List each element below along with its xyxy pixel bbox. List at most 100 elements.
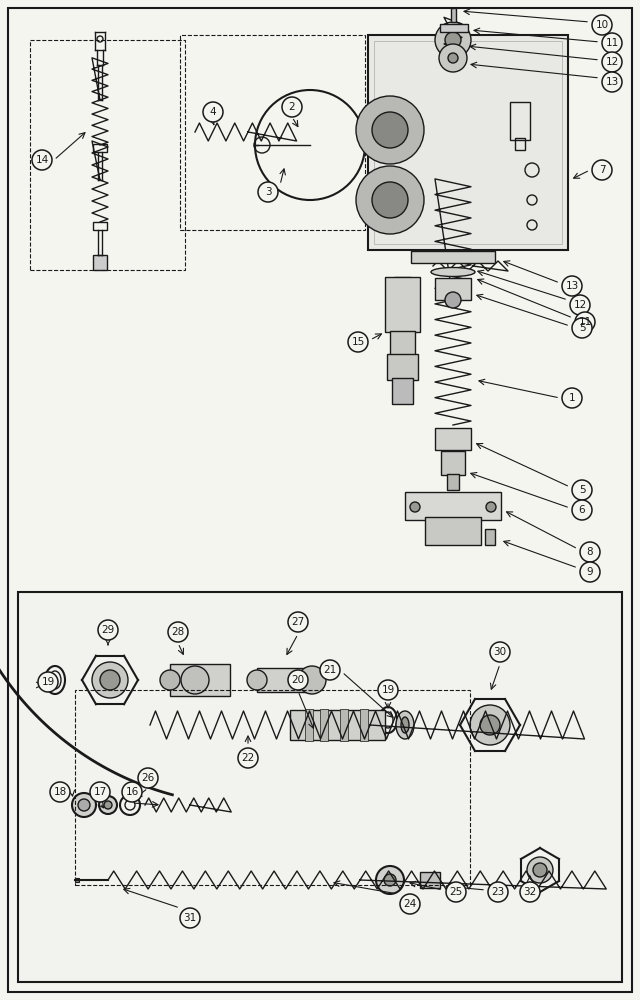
Bar: [390, 331, 415, 355]
Text: 14: 14: [35, 155, 49, 165]
Bar: [411, 251, 495, 263]
Bar: [387, 354, 418, 380]
Circle shape: [356, 166, 424, 234]
Circle shape: [356, 96, 424, 164]
Bar: [93, 255, 107, 270]
Bar: [447, 474, 459, 490]
Bar: [93, 222, 107, 230]
Bar: [374, 41, 562, 244]
Circle shape: [378, 680, 398, 700]
Circle shape: [572, 318, 592, 338]
Bar: [425, 517, 481, 545]
Circle shape: [470, 705, 510, 745]
Circle shape: [288, 670, 308, 690]
Bar: [515, 138, 525, 150]
Circle shape: [448, 53, 458, 63]
Circle shape: [570, 295, 590, 315]
Text: 11: 11: [579, 317, 591, 327]
Circle shape: [592, 15, 612, 35]
Bar: [30, 40, 185, 270]
Bar: [93, 144, 107, 152]
Bar: [320, 709, 328, 741]
Text: 6: 6: [579, 505, 586, 515]
Text: 12: 12: [605, 57, 619, 67]
Text: 15: 15: [351, 337, 365, 347]
Circle shape: [160, 670, 180, 690]
Circle shape: [99, 796, 117, 814]
Circle shape: [32, 150, 52, 170]
Circle shape: [445, 32, 461, 48]
Bar: [18, 592, 622, 982]
Circle shape: [372, 112, 408, 148]
Text: 31: 31: [184, 913, 196, 923]
Circle shape: [410, 502, 420, 512]
Text: 29: 29: [101, 625, 115, 635]
Bar: [392, 378, 413, 404]
Text: 19: 19: [42, 677, 54, 687]
Circle shape: [348, 332, 368, 352]
Text: 23: 23: [492, 887, 504, 897]
Circle shape: [602, 33, 622, 53]
Bar: [510, 102, 530, 140]
Circle shape: [562, 276, 582, 296]
Circle shape: [592, 160, 612, 180]
Bar: [170, 664, 230, 696]
Circle shape: [90, 782, 110, 802]
Circle shape: [490, 642, 510, 662]
Circle shape: [181, 666, 209, 694]
Bar: [441, 451, 465, 475]
Circle shape: [92, 662, 128, 698]
Circle shape: [376, 866, 404, 894]
Circle shape: [100, 670, 120, 690]
Circle shape: [527, 857, 553, 883]
Circle shape: [575, 312, 595, 332]
Text: 12: 12: [573, 300, 587, 310]
Bar: [435, 278, 471, 300]
Circle shape: [572, 500, 592, 520]
Bar: [340, 709, 348, 741]
Circle shape: [288, 612, 308, 632]
Text: 21: 21: [323, 665, 337, 675]
Text: 30: 30: [493, 647, 507, 657]
Text: 19: 19: [381, 685, 395, 695]
Text: 5: 5: [579, 485, 586, 495]
Circle shape: [38, 672, 58, 692]
Text: 26: 26: [141, 773, 155, 783]
Circle shape: [488, 882, 508, 902]
Text: 9: 9: [587, 567, 593, 577]
Text: 11: 11: [605, 38, 619, 48]
Circle shape: [400, 894, 420, 914]
Text: 22: 22: [241, 753, 255, 763]
Text: 24: 24: [403, 899, 417, 909]
Circle shape: [104, 801, 112, 809]
Text: 28: 28: [172, 627, 184, 637]
Circle shape: [602, 72, 622, 92]
Text: 32: 32: [524, 887, 536, 897]
Circle shape: [98, 620, 118, 640]
Circle shape: [480, 715, 500, 735]
Bar: [435, 428, 471, 450]
Circle shape: [562, 388, 582, 408]
Circle shape: [486, 502, 496, 512]
Ellipse shape: [431, 267, 475, 276]
Circle shape: [384, 874, 396, 886]
Ellipse shape: [396, 711, 414, 739]
Circle shape: [168, 622, 188, 642]
Text: 25: 25: [449, 887, 463, 897]
Text: 27: 27: [291, 617, 305, 627]
Bar: [75, 878, 79, 882]
Circle shape: [238, 748, 258, 768]
Text: 2: 2: [289, 102, 295, 112]
Ellipse shape: [401, 717, 409, 733]
Circle shape: [580, 562, 600, 582]
Bar: [360, 709, 368, 741]
Circle shape: [138, 768, 158, 788]
Text: 7: 7: [598, 165, 605, 175]
Bar: [257, 668, 312, 692]
Circle shape: [50, 782, 70, 802]
Text: 16: 16: [125, 787, 139, 797]
Circle shape: [572, 480, 592, 500]
Circle shape: [520, 882, 540, 902]
Circle shape: [247, 670, 267, 690]
Circle shape: [258, 182, 278, 202]
